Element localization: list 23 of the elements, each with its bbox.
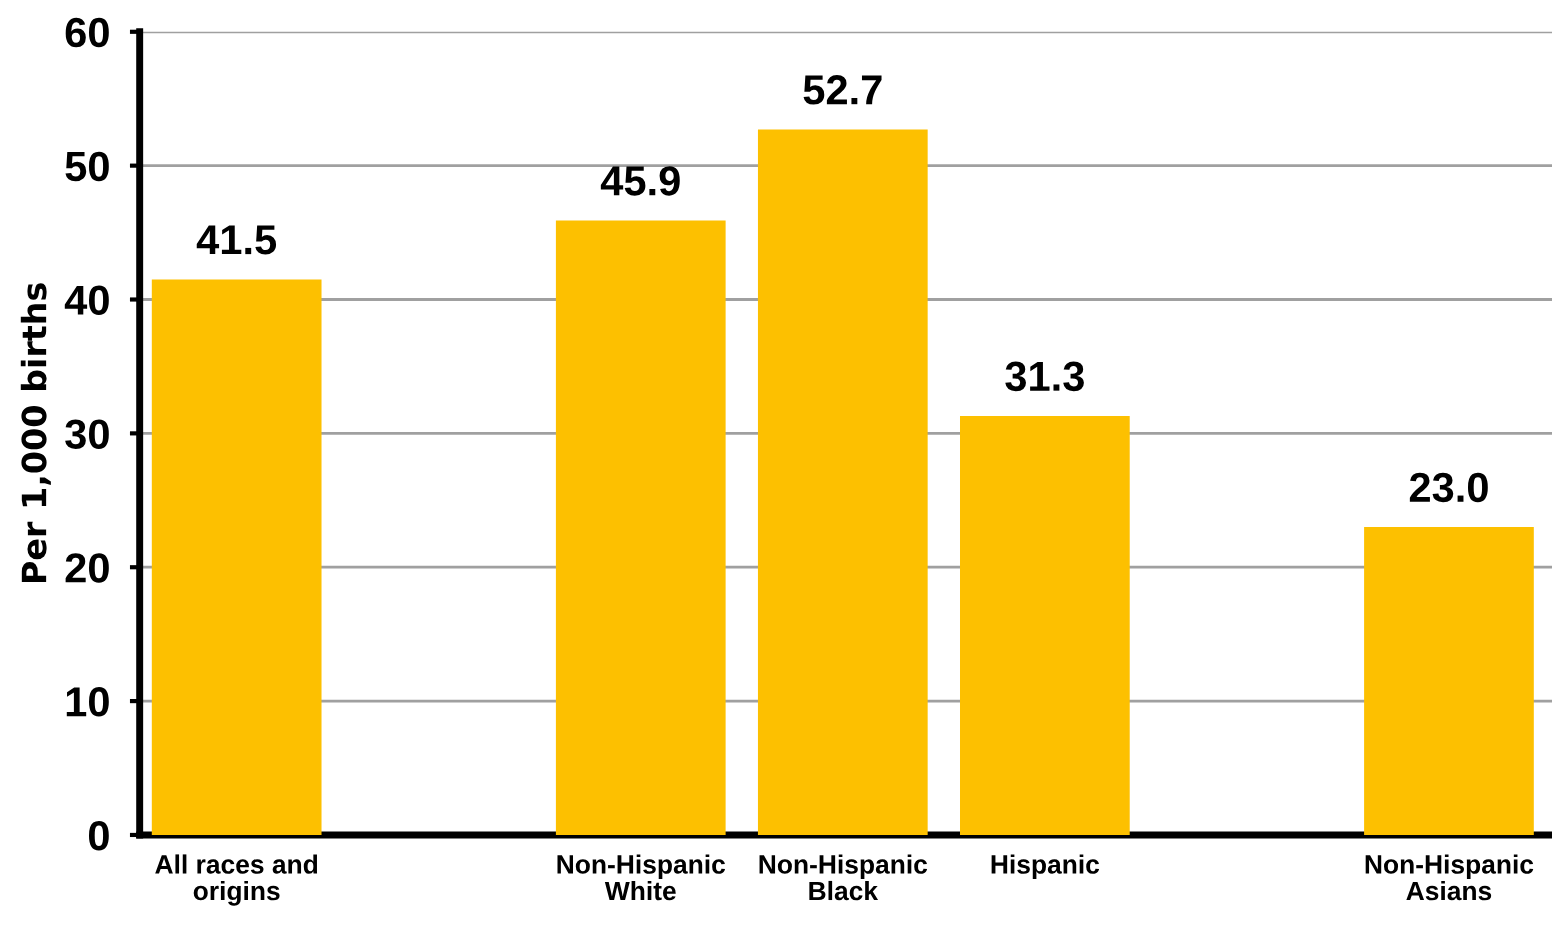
- bar: [555, 220, 726, 835]
- x-tick-label: All races and origins: [155, 854, 318, 906]
- y-tick-label: 40: [64, 285, 109, 316]
- y-tick-label: 20: [65, 553, 109, 583]
- data-label: 52.7: [803, 75, 882, 105]
- y-tick-label: 10: [66, 687, 109, 717]
- y-tick-label: 50: [65, 151, 109, 182]
- x-tick-label: Hispanic: [991, 854, 1100, 879]
- data-label: 31.3: [1005, 361, 1084, 392]
- data-label: 23.0: [1409, 472, 1488, 503]
- x-tick-label: Non-Hispanic Asians: [1365, 854, 1534, 901]
- x-tick-label: Non-Hispanic White: [557, 854, 726, 901]
- bar: [960, 415, 1130, 835]
- y-axis-title: Per 1,000 births: [20, 283, 51, 582]
- y-tick-label: 0: [88, 820, 109, 851]
- bar: [151, 279, 322, 835]
- y-tick-label: 30: [65, 419, 109, 449]
- y-tick-label: 60: [65, 17, 109, 48]
- data-label: 45.9: [600, 166, 680, 196]
- bar: [757, 129, 928, 835]
- bar: [1364, 527, 1534, 835]
- x-tick-label: Non-Hispanic Black: [759, 854, 928, 901]
- data-label: 41.5: [196, 225, 277, 255]
